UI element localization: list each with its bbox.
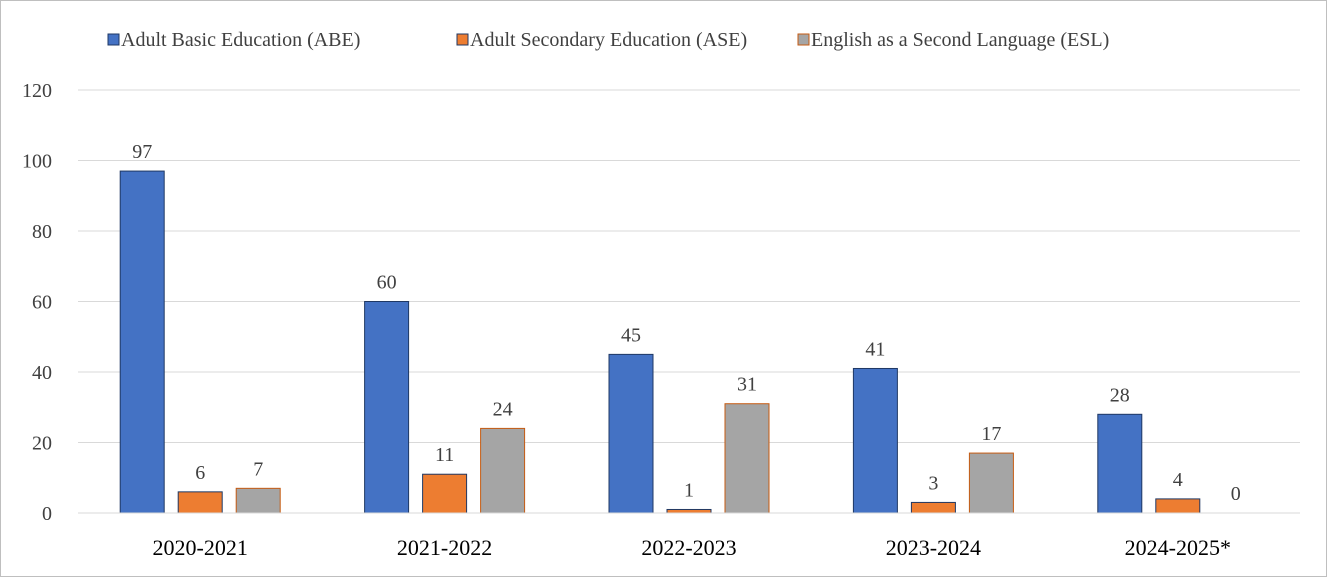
legend-swatch-0 xyxy=(107,33,120,46)
y-axis: 0 20 40 60 80 100 120 xyxy=(22,80,52,525)
y-tick-label: 60 xyxy=(32,292,52,314)
bar-0-2 xyxy=(608,353,654,514)
bar-0-3 xyxy=(852,367,898,514)
chart-legend: Adult Basic Education (ABE) Adult Seconda… xyxy=(107,29,1109,51)
y-tick-label: 40 xyxy=(32,362,52,384)
data-label-2-4: 0 xyxy=(1231,483,1241,505)
x-category-label: 2024-2025* xyxy=(1125,535,1231,560)
y-tick-label: 80 xyxy=(32,221,52,243)
bars xyxy=(119,170,1201,514)
bar-1-3 xyxy=(910,501,956,514)
y-tick-label: 120 xyxy=(22,80,52,102)
data-label-0-3: 41 xyxy=(865,338,885,360)
data-label-0-2: 45 xyxy=(621,324,641,346)
data-label-1-4: 4 xyxy=(1173,469,1183,491)
legend-label-1: Adult Secondary Education (ASE) xyxy=(470,29,747,51)
bar-2-2 xyxy=(724,403,770,514)
data-label-0-1: 60 xyxy=(377,272,397,294)
x-category-label: 2021-2022 xyxy=(397,535,492,560)
bar-2-0 xyxy=(235,487,281,514)
bar-0-1 xyxy=(364,301,410,514)
legend-label-2: English as a Second Language (ESL) xyxy=(811,29,1109,51)
data-label-1-3: 3 xyxy=(928,472,938,494)
data-label-1-2: 1 xyxy=(684,479,694,501)
x-category-label: 2022-2023 xyxy=(641,535,736,560)
data-label-2-1: 24 xyxy=(493,398,513,420)
bar-1-4 xyxy=(1155,498,1201,514)
y-tick-label: 0 xyxy=(42,503,52,525)
data-label-2-2: 31 xyxy=(737,374,757,396)
data-labels: 97 6 7 60 11 24 45 1 31 41 3 17 28 4 0 xyxy=(132,141,1241,505)
bar-2-3 xyxy=(968,452,1014,514)
x-axis: 2020-2021 2021-2022 2022-2023 2023-2024 2024… xyxy=(78,512,1300,560)
bar-1-1 xyxy=(422,473,468,514)
x-category-label: 2023-2024 xyxy=(886,535,981,560)
bar-0-4 xyxy=(1097,413,1143,514)
data-label-0-4: 28 xyxy=(1110,384,1130,406)
bar-2-1 xyxy=(480,427,526,514)
legend-swatch-2 xyxy=(797,33,810,46)
bar-1-2 xyxy=(666,508,712,514)
bar-1-0 xyxy=(177,491,223,514)
legend-label-0: Adult Basic Education (ABE) xyxy=(121,29,360,51)
y-tick-label: 20 xyxy=(32,433,52,455)
bar-0-0 xyxy=(119,170,165,514)
data-label-2-0: 7 xyxy=(253,458,263,480)
legend-swatch-1 xyxy=(456,33,469,46)
x-category-label: 2020-2021 xyxy=(153,535,248,560)
data-label-0-0: 97 xyxy=(132,141,152,163)
y-tick-label: 100 xyxy=(22,151,52,173)
data-label-1-0: 6 xyxy=(195,462,205,484)
data-label-1-1: 11 xyxy=(435,444,454,466)
data-label-2-3: 17 xyxy=(981,423,1001,445)
